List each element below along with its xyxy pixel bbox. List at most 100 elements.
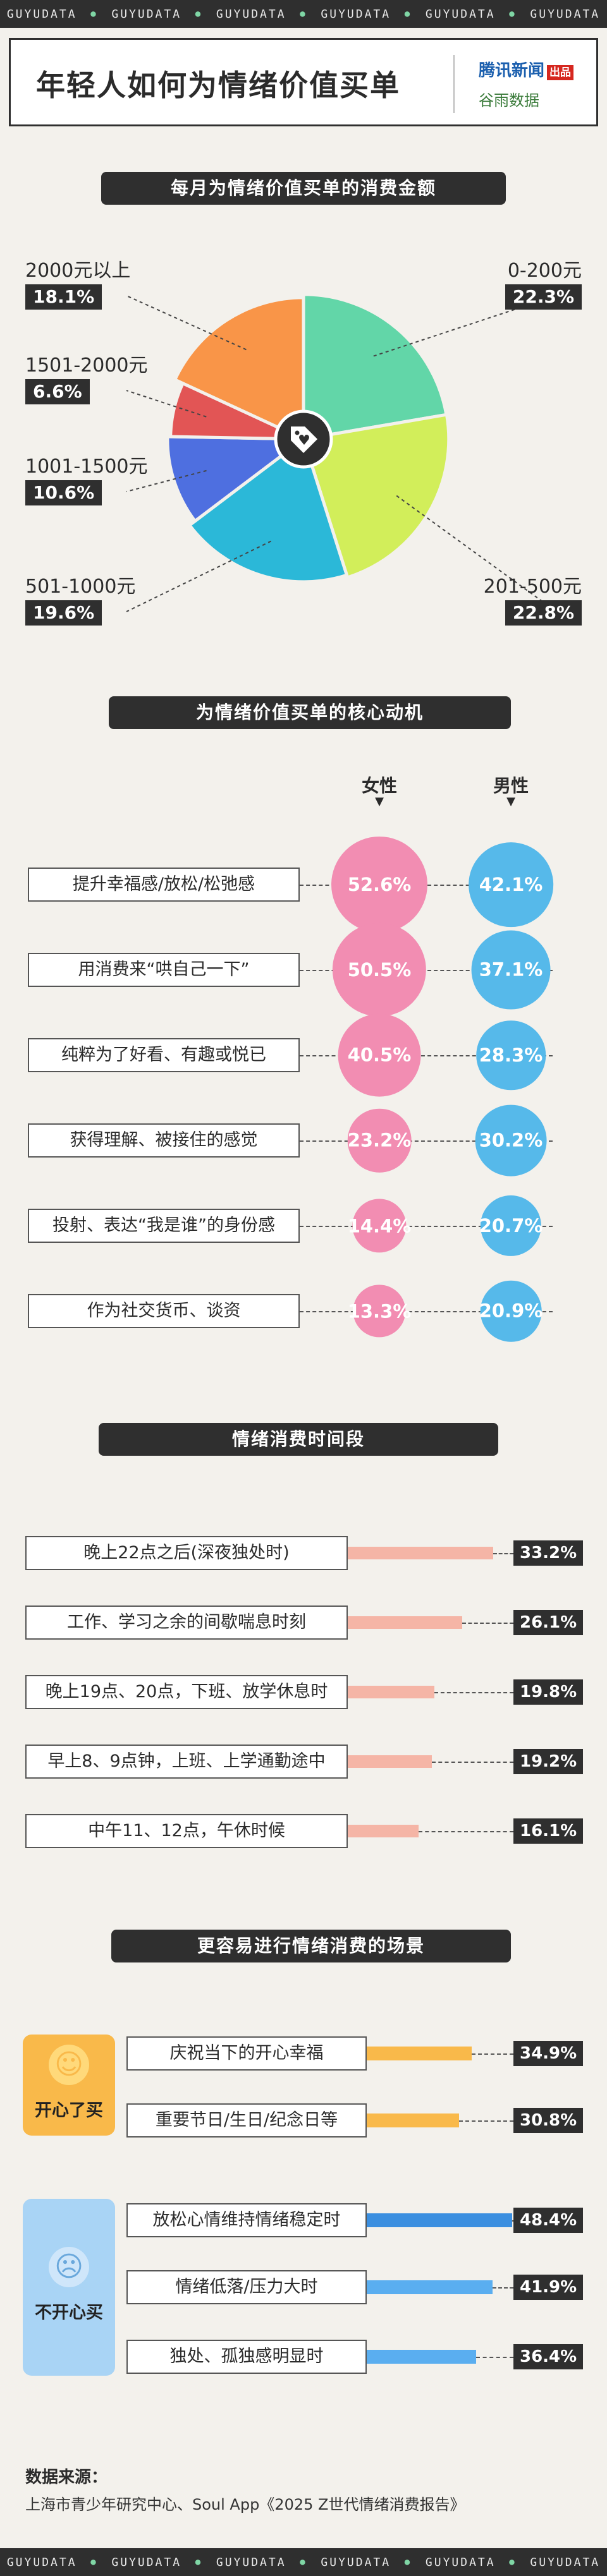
- scene-group-name: 开心了买: [35, 2100, 103, 2120]
- top-brand-strip: GUYUDATA ● GUYUDATA ● GUYUDATA ● GUYUDATA ● …: [0, 0, 607, 28]
- strip-text: GUYUDATA: [6, 7, 77, 21]
- scene-label: 重要节日/生日/纪念日等: [126, 2103, 367, 2138]
- section-motive-title: 为情绪价值买单的核心动机: [109, 696, 511, 729]
- pie-slice-label: 501-1000元: [25, 576, 136, 598]
- strip-text: GUYUDATA: [425, 2555, 496, 2569]
- pie-slice-value: 19.6%: [25, 600, 102, 626]
- scene-leader-line: [459, 2120, 513, 2122]
- scene-value: 30.8%: [513, 2108, 584, 2133]
- time-label: 晚上19点、20点，下班、放学休息时: [25, 1675, 348, 1709]
- motive-guide-line: [300, 1226, 553, 1227]
- source-text: 上海市青少年研究中心、Soul App《2025 Z世代情绪消费报告》: [25, 2496, 465, 2513]
- strip-text: GUYUDATA: [321, 7, 391, 21]
- strip-dot: ●: [90, 9, 98, 19]
- happy-group: ☺ 开心了买: [23, 2035, 115, 2136]
- motive-label: 投射、表达“我是谁”的身份感: [28, 1209, 300, 1243]
- tencent-news-logo: 腾讯新闻 出品: [479, 57, 574, 81]
- sad-face-icon: ☹: [49, 2246, 89, 2287]
- scene-label: 独处、孤独感明显时: [126, 2340, 367, 2374]
- section-scene-title: 更容易进行情绪消费的场景: [111, 1930, 511, 1962]
- strip-text: GUYUDATA: [216, 2555, 286, 2569]
- pie-leader-line: [396, 495, 557, 612]
- motive-guide-line: [300, 970, 553, 971]
- pie-slice-label: 0-200元: [507, 260, 582, 282]
- smiley-face-icon: ☺: [49, 2044, 89, 2085]
- time-bar: [348, 1755, 432, 1768]
- time-label: 中午11、12点，午休时候: [25, 1814, 348, 1848]
- scene-label: 情绪低落/压力大时: [126, 2270, 367, 2304]
- strip-text: GUYUDATA: [6, 2555, 77, 2569]
- strip-dot: ●: [195, 2557, 203, 2567]
- scene-bar: [367, 2113, 460, 2127]
- title-box: 年轻人如何为情绪价值买单 腾讯新闻 出品 谷雨数据: [9, 38, 598, 126]
- time-leader-line: [434, 1692, 513, 1693]
- scene-leader-line: [512, 2220, 513, 2222]
- male-bubble: 30.2%: [475, 1104, 547, 1176]
- strip-dot: ●: [404, 2557, 412, 2567]
- strip-dot: ●: [300, 2557, 307, 2567]
- male-bubble: 42.1%: [469, 842, 553, 927]
- time-bar: [348, 1616, 462, 1629]
- male-arrow-icon: ▼: [506, 795, 515, 808]
- scene-label: 庆祝当下的开心幸福: [126, 2036, 367, 2071]
- time-leader-line: [493, 1553, 513, 1554]
- pie-slice: [166, 435, 309, 524]
- motive-label: 提升幸福感/放松/松弛感: [28, 868, 300, 902]
- time-value: 26.1%: [513, 1610, 584, 1635]
- strip-dot: ●: [509, 9, 517, 19]
- female-bubble: 23.2%: [347, 1108, 411, 1173]
- pie-slice: [301, 413, 451, 580]
- strip-dot: ●: [404, 9, 412, 19]
- male-bubble: 20.9%: [479, 1280, 543, 1342]
- female-column-header: 女性: [361, 775, 397, 796]
- scene-bar: [367, 2280, 493, 2294]
- pie-leader-line: [126, 540, 272, 612]
- strip-dot: ●: [300, 9, 307, 19]
- female-arrow-icon: ▼: [375, 795, 384, 808]
- time-bar: [348, 1825, 419, 1837]
- pie-slice-label: 1501-2000元: [25, 354, 148, 377]
- scene-value: 41.9%: [513, 2275, 584, 2300]
- strip-dot: ●: [509, 2557, 517, 2567]
- pie-slice-value: 18.1%: [25, 284, 102, 310]
- section-spend-title: 每月为情绪价值买单的消费金额: [101, 172, 506, 205]
- time-leader-line: [418, 1831, 513, 1832]
- pie-slice-value: 10.6%: [25, 480, 102, 505]
- motive-label: 获得理解、被接住的感觉: [28, 1123, 300, 1158]
- scene-group-name: 不开心买: [35, 2302, 103, 2323]
- strip-text: GUYUDATA: [321, 2555, 391, 2569]
- pie-slice-value: 22.3%: [505, 284, 582, 310]
- motive-guide-line: [300, 1311, 553, 1312]
- male-bubble: 37.1%: [471, 930, 551, 1010]
- strip-dot: ●: [195, 9, 203, 19]
- scene-value: 48.4%: [513, 2208, 584, 2233]
- motive-label: 用消费来“哄自己一下”: [28, 953, 300, 987]
- scene-label: 放松心情维持情绪稳定时: [126, 2203, 367, 2237]
- pie-leader-line: [126, 469, 207, 492]
- strip-text: GUYUDATA: [111, 2555, 182, 2569]
- tencent-logo-tag: 出品: [547, 65, 574, 80]
- unhappy-group: ☹ 不开心买: [23, 2199, 115, 2376]
- pie-slice-label: 201-500元: [483, 576, 582, 598]
- female-bubble: 40.5%: [338, 1013, 421, 1097]
- strip-text: GUYUDATA: [425, 7, 496, 21]
- bottom-brand-strip: GUYUDATA ● GUYUDATA ● GUYUDATA ● GUYUDATA ● …: [0, 2548, 607, 2576]
- time-value: 33.2%: [513, 1540, 584, 1566]
- strip-text: GUYUDATA: [216, 7, 286, 21]
- time-bar: [348, 1686, 435, 1698]
- scene-bar: [367, 2350, 476, 2364]
- pie-slice: [187, 436, 349, 584]
- tencent-logo-text: 腾讯新闻: [479, 61, 545, 80]
- strip-text: GUYUDATA: [530, 2555, 601, 2569]
- page-title: 年轻人如何为情绪价值买单: [36, 68, 400, 102]
- male-bubble: 20.7%: [479, 1195, 543, 1257]
- motive-label: 作为社交货币、谈资: [28, 1294, 300, 1328]
- pie-leader-line: [126, 390, 207, 418]
- scene-leader-line: [493, 2287, 513, 2289]
- strip-text: GUYUDATA: [530, 7, 601, 21]
- time-value: 16.1%: [513, 1818, 584, 1844]
- scene-bar: [367, 2047, 472, 2060]
- pie-leader-line: [126, 295, 247, 351]
- scene-leader-line: [475, 2357, 513, 2358]
- pie-slice-value: 22.8%: [505, 600, 582, 626]
